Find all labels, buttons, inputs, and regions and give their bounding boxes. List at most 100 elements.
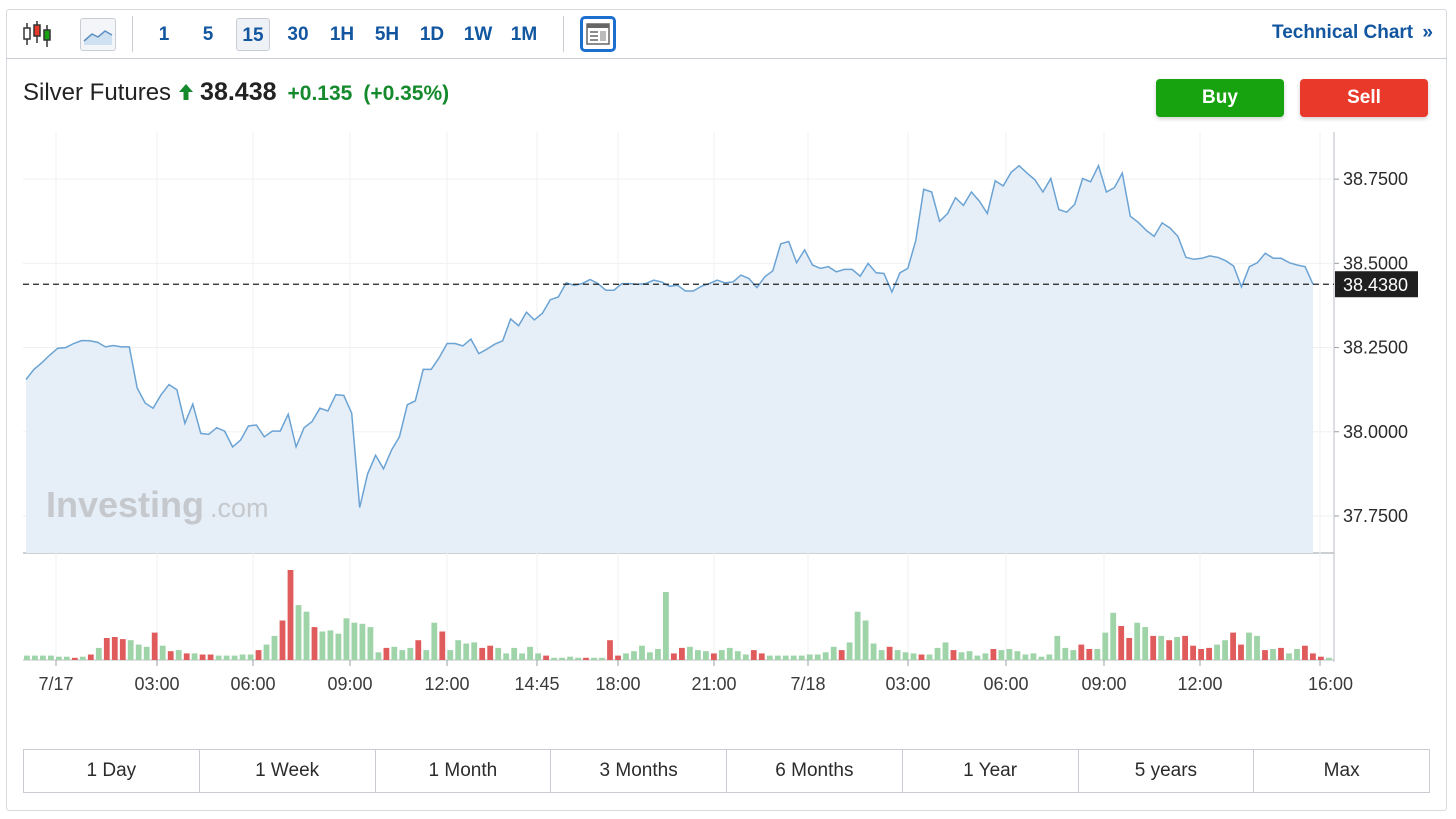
timeframe-5h[interactable]: 5H [374,24,400,45]
x-tick-label: 14:45 [514,674,559,694]
timeframe-30[interactable]: 30 [287,24,309,45]
range-1-year[interactable]: 1 Year [902,750,1079,792]
x-tick-label: 03:00 [885,674,930,694]
volume-bar-up [798,655,805,660]
volume-bar-up [1326,657,1332,660]
timeframe-1m[interactable]: 1M [510,24,538,45]
range-1-month[interactable]: 1 Month [375,750,552,792]
volume-bar-up [1014,651,1021,660]
volume-bar-down [311,627,318,660]
volume-bar-up [790,655,797,660]
volume-bar-up [63,656,70,660]
volume-bar-up [575,657,581,660]
volume-bar-up [639,645,645,660]
x-tick-label: 06:00 [230,674,275,694]
volume-bar-up [567,656,573,660]
volume-bar-down [990,649,997,660]
technical-chart-link[interactable]: Technical Chart » [1272,22,1433,44]
volume-bar-down [758,653,765,660]
range-1-day[interactable]: 1 Day [24,750,200,792]
volume-bar-down [279,620,286,660]
volume-bar-up [327,630,334,660]
volume-bar-up [894,650,901,660]
volume-bar-up [1054,635,1061,660]
volume-bar-down [415,640,422,660]
volume-bar-up [703,651,709,660]
last-price-tag: 38.4380 [1335,271,1418,298]
timeframe-1h[interactable]: 1H [329,24,355,45]
volume-bar-up [870,643,877,660]
area-chart-icon[interactable] [80,18,116,51]
volume-bar-up [24,655,30,660]
sell-button[interactable]: Sell [1300,79,1428,117]
volume-bar-up [1286,653,1292,660]
layout-toggle-icon[interactable] [580,16,616,52]
volume-bar-up [519,653,525,660]
volume-bar-up [734,651,741,660]
volume-bar-down [255,650,262,660]
volume-bar-down [950,650,957,660]
volume-bar-up [359,623,366,660]
volume-bar-down [1150,635,1157,660]
range-6-months[interactable]: 6 Months [727,750,903,792]
volume-bar-up [687,646,693,660]
volume-bar-up [263,644,270,660]
volume-bar-down [479,647,486,660]
range-3-months[interactable]: 3 Months [551,750,727,792]
timeframe-15[interactable]: 15 [236,18,270,51]
volume-bar-down [671,653,677,660]
volume-bar-down [1166,640,1173,660]
last-price-tag-label: 38.4380 [1343,275,1408,295]
volume-bar-down [1238,644,1244,660]
volume-bar-down [439,631,446,660]
volume-bar-up [303,611,310,660]
volume-bar-up [463,643,470,660]
volume-bar-up [503,653,510,660]
timeframe-5[interactable]: 5 [202,24,214,45]
buy-button[interactable]: Buy [1156,79,1284,117]
last-price: 38.438 [200,78,277,106]
range-max[interactable]: Max [1254,750,1429,792]
price-change-percent: (+0.35%) [363,82,450,105]
range-1-week[interactable]: 1 Week [199,750,376,792]
volume-bar-down [583,657,589,660]
volume-bar-down [383,647,390,660]
y-tick-label: 38.0000 [1343,422,1408,442]
volume-bar-up [1294,649,1300,660]
volume-bar-down [838,650,845,660]
volume-bar-up [423,650,430,660]
volume-bar-up [806,654,813,660]
volume-bar-up [1174,637,1180,660]
volume-bar-up [239,654,246,660]
volume-bar-up [1030,653,1037,660]
x-tick-label: 12:00 [1177,674,1222,694]
volume-bar-down [167,651,174,660]
timeframe-1d[interactable]: 1D [419,24,445,45]
volume-bar-up [343,618,350,660]
volume-bar-up [1062,647,1069,660]
volume-bar-up [878,650,885,660]
volume-bar-up [998,650,1005,660]
volume-bar-up [159,645,166,660]
volume-bar-up [95,647,102,660]
price-area-fill [26,165,1313,553]
volume-bar-up [471,642,478,660]
volume-bar-down [679,647,685,660]
timeframe-1w[interactable]: 1W [463,24,493,45]
volume-bar-down [103,638,110,660]
candlestick-chart-icon[interactable] [19,17,55,51]
volume-bars [24,570,1332,660]
volume-bar-up [455,640,462,660]
x-tick-label: 09:00 [1081,674,1126,694]
volume-bar-up [591,657,597,660]
volume-bar-down [1078,644,1085,660]
technical-chart-label: Technical Chart [1272,22,1414,43]
volume-bar-up [431,622,438,660]
range-5-years[interactable]: 5 years [1078,750,1255,792]
x-tick-label: 09:00 [327,674,372,694]
volume-bar-up [391,646,398,660]
y-tick-label: 38.7500 [1343,169,1408,189]
volume-bar-up [191,653,198,660]
timeframe-1[interactable]: 1 [158,24,170,45]
